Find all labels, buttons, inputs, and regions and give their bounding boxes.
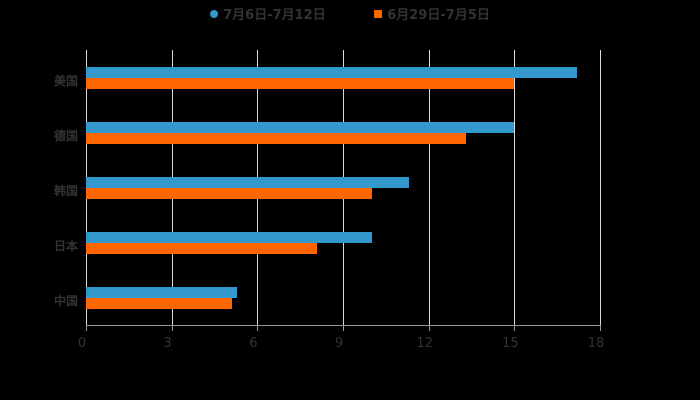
category-label: 韩国 (53, 183, 78, 198)
legend-item-week-jul6[interactable]: 7月6日-7月12日 (210, 4, 326, 23)
x-tick (600, 325, 601, 331)
bar-jun29-jul5[interactable] (86, 242, 318, 254)
gridline (428, 50, 430, 325)
legend-label: 6月29日-7月5日 (387, 8, 490, 23)
x-tick-label: 9 (334, 336, 344, 351)
gridline (514, 50, 516, 325)
x-tick (514, 325, 516, 331)
bar-jul6-jul12[interactable] (86, 66, 578, 78)
bar-jun29-jul5[interactable] (86, 187, 372, 199)
x-tick-label: 15 (502, 336, 519, 351)
x-tick-label: 6 (249, 336, 258, 351)
x-tick (428, 325, 430, 331)
legend-circle-icon (210, 9, 219, 18)
x-tick (86, 325, 87, 331)
legend-label: 7月6日-7月12日 (223, 8, 326, 23)
category-label: 日本 (53, 238, 78, 253)
bar-jul6-jul12[interactable] (86, 176, 409, 188)
bar-jun29-jul5[interactable] (86, 297, 232, 309)
legend-square-icon (374, 9, 383, 18)
category-label: 德国 (53, 128, 78, 143)
bar-jul6-jul12[interactable] (86, 121, 515, 133)
category-label: 中国 (53, 293, 78, 308)
x-tick (171, 325, 173, 331)
x-tick-label: 18 (587, 336, 605, 351)
bar-jul6-jul12[interactable] (86, 286, 238, 298)
gridline (600, 50, 601, 325)
bar-jun29-jul5[interactable] (86, 77, 515, 89)
x-tick-label: 0 (77, 336, 87, 351)
x-tick-label: 3 (163, 336, 172, 351)
legend-item-week-jun29[interactable]: 6月29日-7月5日 (374, 4, 490, 23)
x-tick (343, 325, 344, 331)
category-label: 美国 (53, 73, 78, 88)
x-tick-label: 12 (416, 336, 433, 351)
chart-legend: 7月6日-7月12日 6月29日-7月5日 (0, 4, 700, 23)
bar-jul6-jul12[interactable] (86, 231, 372, 243)
x-tick (257, 325, 259, 331)
bar-jun29-jul5[interactable] (86, 132, 466, 144)
